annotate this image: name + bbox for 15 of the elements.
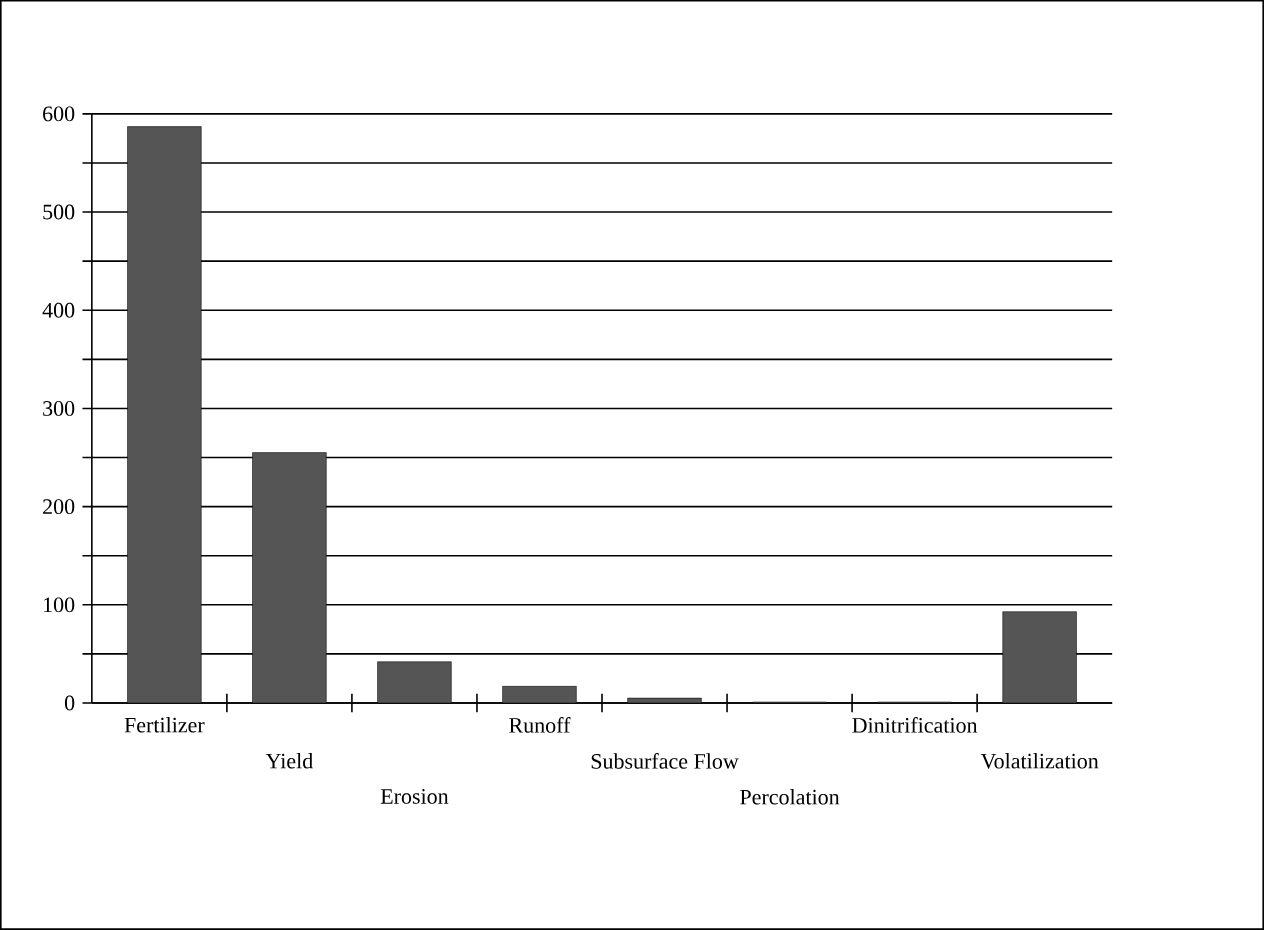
x-tick-label: Yield: [265, 753, 313, 769]
y-tick-label: 500: [43, 204, 75, 220]
x-tick-label: Runoff: [509, 717, 571, 733]
y-tick-label: 200: [43, 499, 75, 515]
y-tick-label: 100: [44, 597, 75, 613]
x-tick-label: Fertilizer: [124, 717, 205, 733]
x-tick-label: Volatilization: [980, 753, 1099, 769]
y-tick-label: 0: [64, 695, 75, 711]
y-tick-label: 400: [42, 302, 75, 318]
x-tick-label: Subsurface Flow: [591, 753, 739, 769]
x-tick-label: Dinitrification: [852, 717, 978, 733]
y-tick-label: 300: [43, 401, 75, 416]
x-tick-label: Percolation: [740, 789, 840, 805]
x-tick-label: Erosion: [380, 789, 449, 804]
y-tick-label: 600: [43, 106, 75, 122]
